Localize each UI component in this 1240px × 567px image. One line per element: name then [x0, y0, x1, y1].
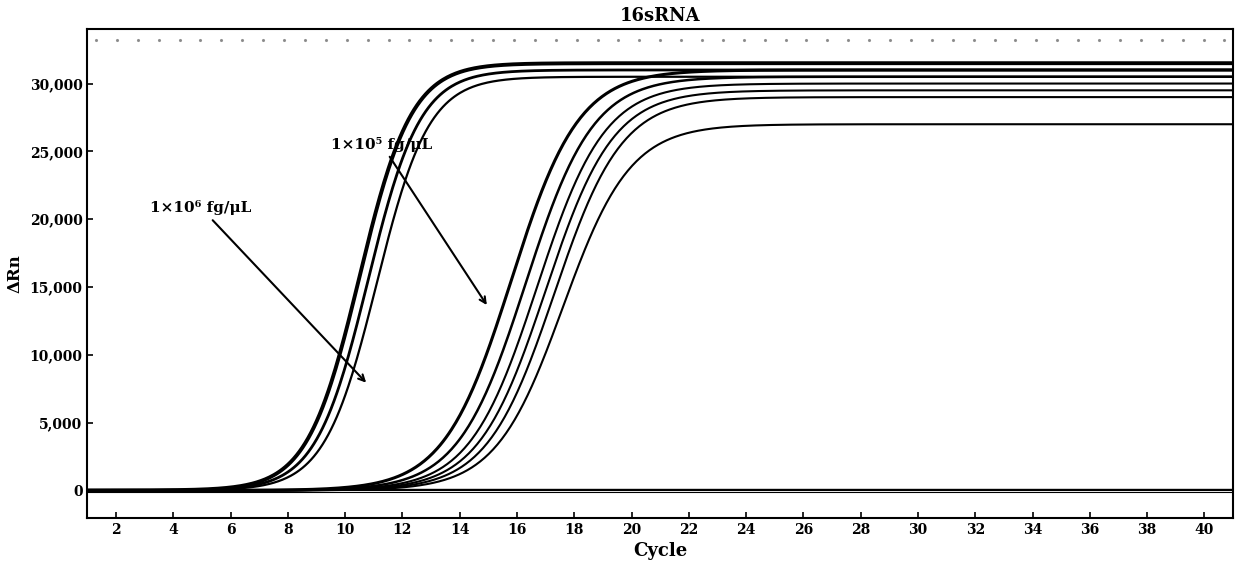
X-axis label: Cycle: Cycle — [634, 542, 687, 560]
Text: 1×10⁶ fg/μL: 1×10⁶ fg/μL — [150, 200, 365, 381]
Text: 1×10⁵ fg/μL: 1×10⁵ fg/μL — [331, 137, 486, 303]
Y-axis label: ΔRn: ΔRn — [7, 254, 24, 293]
Title: 16sRNA: 16sRNA — [620, 7, 701, 25]
